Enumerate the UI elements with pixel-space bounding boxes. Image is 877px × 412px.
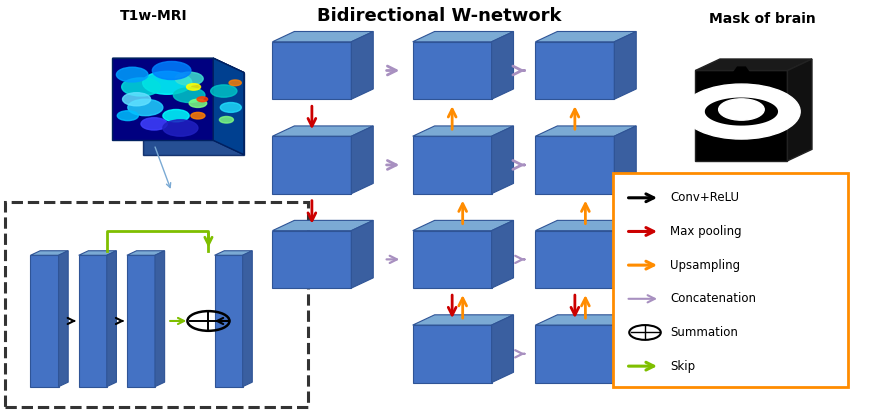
Polygon shape — [412, 220, 513, 231]
Circle shape — [128, 99, 162, 116]
Circle shape — [143, 71, 191, 94]
Polygon shape — [272, 31, 373, 42]
Polygon shape — [491, 126, 513, 194]
Polygon shape — [412, 136, 491, 194]
Polygon shape — [412, 31, 513, 42]
Circle shape — [123, 93, 151, 106]
Circle shape — [175, 72, 203, 85]
Polygon shape — [214, 255, 242, 387]
Circle shape — [122, 78, 160, 96]
Polygon shape — [127, 251, 164, 255]
Polygon shape — [242, 251, 252, 387]
Polygon shape — [535, 42, 614, 99]
Polygon shape — [351, 31, 373, 99]
Text: Skip: Skip — [670, 360, 695, 372]
Polygon shape — [491, 315, 513, 383]
Polygon shape — [214, 251, 252, 255]
Polygon shape — [535, 325, 614, 383]
Polygon shape — [79, 251, 117, 255]
Circle shape — [682, 84, 799, 139]
Polygon shape — [695, 70, 787, 161]
Circle shape — [162, 120, 197, 136]
Polygon shape — [535, 126, 636, 136]
Polygon shape — [272, 126, 373, 136]
Polygon shape — [412, 315, 513, 325]
Polygon shape — [112, 58, 244, 73]
Circle shape — [190, 112, 204, 119]
Polygon shape — [272, 42, 351, 99]
Circle shape — [189, 99, 206, 108]
Polygon shape — [731, 66, 749, 73]
Polygon shape — [704, 98, 777, 126]
Polygon shape — [351, 126, 373, 194]
Text: Max pooling: Max pooling — [670, 225, 741, 238]
Polygon shape — [351, 220, 373, 288]
Polygon shape — [695, 59, 811, 70]
Polygon shape — [412, 325, 491, 383]
Polygon shape — [155, 251, 164, 387]
Polygon shape — [272, 136, 351, 194]
Polygon shape — [213, 58, 244, 154]
Polygon shape — [491, 31, 513, 99]
Polygon shape — [491, 220, 513, 288]
Polygon shape — [412, 126, 513, 136]
Polygon shape — [213, 58, 244, 154]
Polygon shape — [272, 231, 351, 288]
Polygon shape — [143, 73, 244, 154]
Polygon shape — [614, 315, 636, 383]
Polygon shape — [112, 58, 213, 140]
Text: Concatenation: Concatenation — [670, 292, 756, 305]
Bar — [5, 202, 307, 407]
Polygon shape — [31, 251, 68, 255]
Text: Bidirectional W-network: Bidirectional W-network — [317, 7, 560, 25]
Polygon shape — [614, 220, 636, 288]
Polygon shape — [787, 59, 811, 161]
Polygon shape — [614, 126, 636, 194]
Text: Conv+ReLU: Conv+ReLU — [670, 191, 738, 204]
Polygon shape — [59, 251, 68, 387]
Polygon shape — [535, 315, 636, 325]
Circle shape — [717, 99, 763, 120]
Text: T1w-MRI: T1w-MRI — [120, 9, 188, 23]
Circle shape — [141, 118, 167, 130]
Circle shape — [162, 110, 189, 122]
Bar — [612, 173, 846, 387]
Polygon shape — [412, 42, 491, 99]
Polygon shape — [535, 220, 636, 231]
Polygon shape — [272, 220, 373, 231]
Circle shape — [173, 88, 204, 103]
Circle shape — [117, 67, 148, 82]
Polygon shape — [31, 255, 59, 387]
Text: Upsampling: Upsampling — [670, 259, 739, 272]
Polygon shape — [535, 231, 614, 288]
Polygon shape — [614, 31, 636, 99]
Circle shape — [196, 97, 207, 102]
Polygon shape — [535, 136, 614, 194]
Circle shape — [118, 111, 139, 121]
Circle shape — [229, 80, 241, 86]
Circle shape — [186, 84, 200, 90]
Polygon shape — [127, 255, 155, 387]
Text: Mask of brain: Mask of brain — [709, 12, 815, 26]
Circle shape — [153, 61, 190, 80]
Polygon shape — [535, 31, 636, 42]
Polygon shape — [412, 231, 491, 288]
Polygon shape — [107, 251, 117, 387]
Circle shape — [219, 117, 233, 123]
Text: Summation: Summation — [670, 326, 738, 339]
Circle shape — [220, 103, 241, 112]
Polygon shape — [79, 255, 107, 387]
Circle shape — [210, 85, 237, 97]
